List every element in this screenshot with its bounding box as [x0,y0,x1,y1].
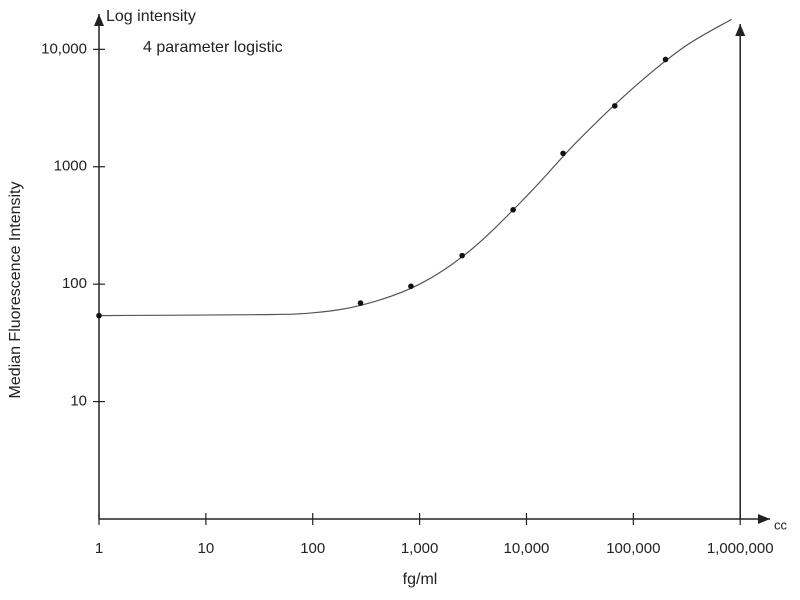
right-axis-arrow [735,24,746,36]
y-tick-label: 100 [62,275,87,292]
x-tick-label: 100,000 [606,540,660,557]
x-tick-label: 1,000 [401,540,439,557]
x-tick-label: 1 [95,540,103,557]
data-point [510,206,516,213]
x-tick-label: 10 [198,540,215,557]
x-tick-label: 100 [300,540,325,557]
data-point [408,283,414,290]
x-axis-end-label: cc [774,517,788,532]
y-axis-label: Median Fluorescence Intensity [7,182,24,399]
chart-title: Log intensity [106,8,196,25]
y-tick-label: 10 [70,393,87,410]
fit-curve [98,18,732,317]
data-point [459,252,465,259]
x-axis-label: fg/ml [403,571,438,588]
data-point [357,300,364,306]
y-tick-label: 1000 [54,158,87,175]
data-point [662,56,669,63]
x-tick-label: 10,000 [504,540,550,557]
y-tick-label: 10,000 [41,40,87,57]
x-tick-label: 1,000,000 [707,540,774,557]
data-point [560,150,566,157]
data-point [611,103,618,109]
y-axis-arrow [94,14,104,26]
x-axis-arrow [758,514,770,524]
chart-subtitle: 4 parameter logistic [143,39,283,56]
data-point [96,312,102,319]
